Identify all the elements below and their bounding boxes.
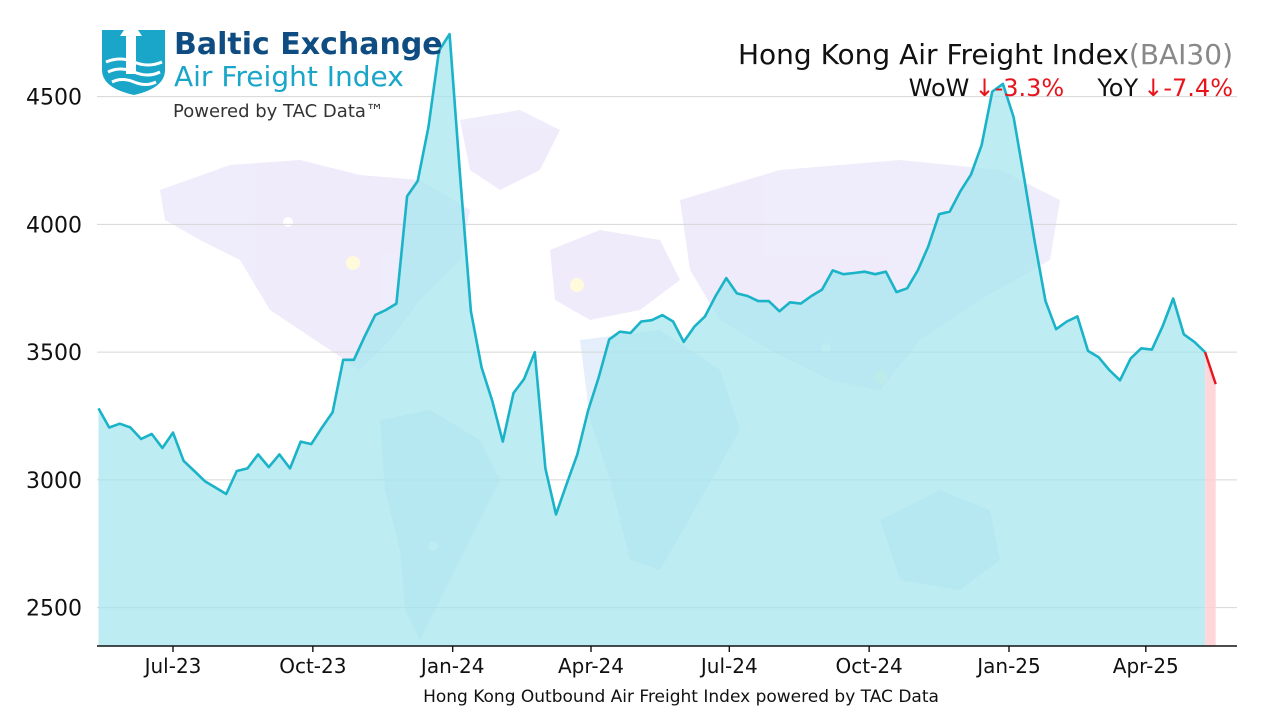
index-code: (BAI30) (1129, 38, 1233, 71)
area-fill (98, 34, 1206, 647)
x-tick-label: Apr-24 (558, 654, 624, 678)
chart-title-line: Hong Kong Air Freight Index(BAI30) (738, 38, 1233, 71)
lighthouse-logo-icon (102, 30, 165, 95)
x-tick-label: Oct-24 (836, 654, 903, 678)
y-tick-label: 4500 (26, 86, 82, 111)
logo-line-1: Baltic Exchange (174, 27, 443, 62)
map-dot (570, 278, 584, 292)
chart-title: Hong Kong Air Freight Index (738, 38, 1129, 71)
map-dot (346, 256, 360, 270)
y-tick-label: 4000 (26, 213, 82, 238)
x-axis: Jul-23 Oct-23 Jan-24 Apr-24 Jul-24 Oct-24 Jan-… (97, 645, 1237, 678)
wow-label: WoW (909, 74, 970, 102)
title-block: Hong Kong Air Freight Index(BAI30) WoW ↓… (738, 38, 1233, 102)
y-tick-label: 2500 (26, 597, 82, 622)
logo-line-3: Powered by TAC Data™ (173, 101, 384, 122)
y-tick-label: 3000 (26, 469, 82, 494)
latest-segment-fill (1205, 352, 1216, 646)
x-tick-label: Jan-24 (419, 654, 485, 678)
x-tick-label: Apr-25 (1113, 654, 1179, 678)
logo-line-2: Air Freight Index (174, 60, 404, 93)
map-dot (283, 217, 293, 227)
x-tick-label: Jul-23 (143, 654, 202, 678)
plot-area (97, 32, 1217, 647)
x-tick-label: Oct-23 (279, 654, 346, 678)
y-tick-label: 3500 (26, 341, 82, 366)
yoy-value: ↓-7.4% (1143, 74, 1233, 102)
y-axis: 2500 3000 3500 4000 4500 (26, 86, 82, 622)
map-greenland (460, 110, 560, 190)
series-line (97, 32, 1207, 516)
x-tick-label: Jul-24 (699, 654, 758, 678)
logo: Baltic Exchange Air Freight Index Powere… (102, 27, 443, 122)
x-tick-label: Jan-25 (975, 654, 1041, 678)
wow-value: ↓-3.3% (974, 74, 1064, 102)
footer-caption: Hong Kong Outbound Air Freight Index pow… (423, 687, 939, 707)
yoy-label: YoY (1096, 74, 1138, 102)
change-stats: WoW ↓-3.3% YoY ↓-7.4% (909, 74, 1233, 102)
latest-segment-line (1203, 351, 1217, 385)
map-europe (550, 230, 680, 320)
